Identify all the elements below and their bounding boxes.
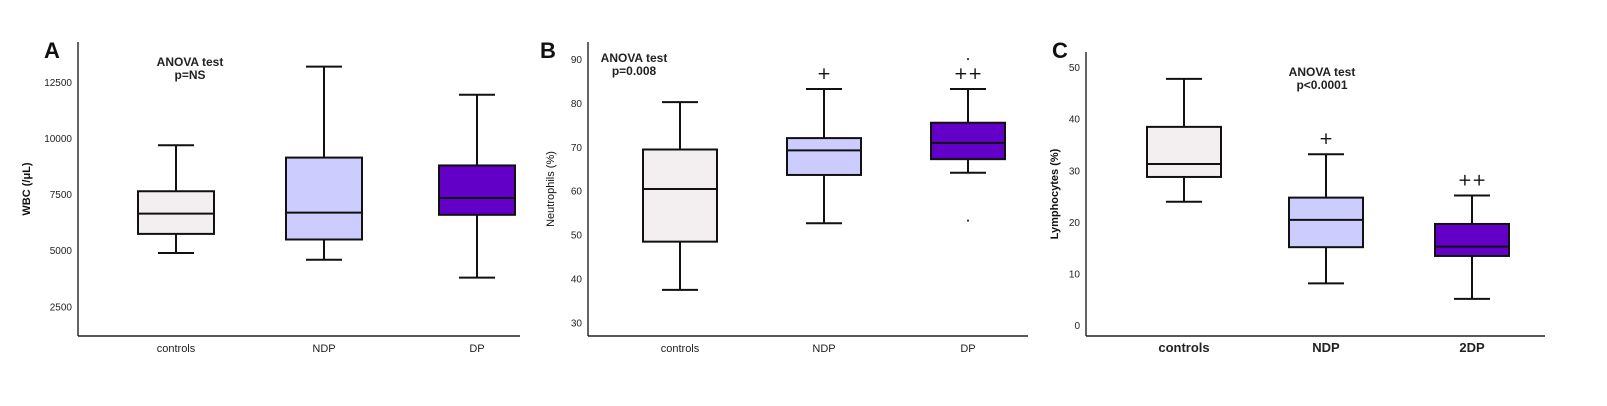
panel-A: 2500 5000 7500 10000 12500 WBC (/μL) A ANOVA te… xyxy=(21,38,520,355)
significance-marker: ++ xyxy=(954,64,983,84)
y-axis-label: Neutrophils (%) xyxy=(545,151,557,227)
panel-B: 30 40 50 60 70 80 90 Neutrophils (%) B ANOVA test… xyxy=(540,38,1028,355)
x-category-label: NDP xyxy=(1312,340,1340,355)
iqr-box xyxy=(1146,125,1222,178)
box-DP xyxy=(438,93,516,279)
y-axis-label: WBC (/μL) xyxy=(21,162,33,215)
anova-annotation: p=NS xyxy=(174,68,205,82)
anova-annotation: ANOVA test xyxy=(157,55,224,69)
box-NDP xyxy=(285,65,363,261)
iqr-box xyxy=(1434,222,1510,257)
y-tick-label: 30 xyxy=(571,318,583,329)
panel-C: 0 10 20 30 40 50 Lymphocytes (%) C ANOVA testp<0… xyxy=(1049,38,1545,355)
iqr-box xyxy=(285,156,363,241)
y-tick-label: 40 xyxy=(1069,115,1081,126)
y-tick-label: 60 xyxy=(571,187,583,198)
box-controls xyxy=(642,101,718,291)
box-controls xyxy=(1146,77,1222,203)
significance-marker: ++ xyxy=(1458,171,1487,191)
y-tick-label: 12500 xyxy=(44,78,72,89)
significance-marker: + xyxy=(1319,129,1333,149)
y-tick-label: 2500 xyxy=(50,302,73,313)
y-tick-label: 50 xyxy=(571,231,583,242)
y-tick-label: 50 xyxy=(1069,63,1081,74)
y-tick-label: 0 xyxy=(1074,321,1080,332)
y-tick-label: 20 xyxy=(1069,218,1081,229)
outlier-point xyxy=(966,219,970,222)
y-tick-label: 10 xyxy=(1069,270,1081,281)
y-tick-label: 10000 xyxy=(44,134,72,145)
box-NDP: + xyxy=(786,64,862,225)
y-tick-label: 7500 xyxy=(50,190,73,201)
box-2DP: ++ xyxy=(1434,171,1510,300)
y-tick-label: 90 xyxy=(571,55,583,66)
iqr-box xyxy=(786,137,862,176)
outlier-point xyxy=(966,58,970,61)
x-category-label: controls xyxy=(661,343,700,355)
iqr-box xyxy=(642,148,718,243)
y-tick-label: 70 xyxy=(571,143,583,154)
x-category-label: DP xyxy=(469,343,484,355)
anova-annotation: p=0.008 xyxy=(612,64,657,78)
y-axis-label: Lymphocytes (%) xyxy=(1049,148,1061,239)
box-NDP: + xyxy=(1288,129,1364,285)
iqr-box xyxy=(930,121,1006,161)
iqr-box xyxy=(438,164,516,216)
y-tick-label: 5000 xyxy=(50,246,73,257)
anova-annotation: ANOVA test xyxy=(1289,65,1356,79)
anova-annotation: ANOVA test xyxy=(601,51,668,65)
significance-marker: + xyxy=(817,64,831,84)
y-tick-label: 40 xyxy=(571,274,583,285)
panel-letter: C xyxy=(1052,38,1068,63)
y-tick-label: 80 xyxy=(571,99,583,110)
x-category-label: NDP xyxy=(312,343,335,355)
x-category-label: controls xyxy=(1158,340,1209,355)
iqr-box xyxy=(137,190,215,235)
anova-annotation: p<0.0001 xyxy=(1296,78,1347,92)
x-category-label: DP xyxy=(960,343,975,355)
box-DP: ++ xyxy=(930,58,1006,222)
panel-letter: A xyxy=(44,38,60,63)
x-category-label: controls xyxy=(157,343,196,355)
x-category-label: NDP xyxy=(812,343,835,355)
y-tick-label: 30 xyxy=(1069,166,1081,177)
iqr-box xyxy=(1288,196,1364,249)
panel-letter: B xyxy=(540,38,556,63)
box-controls xyxy=(137,144,215,254)
x-category-label: 2DP xyxy=(1459,340,1485,355)
